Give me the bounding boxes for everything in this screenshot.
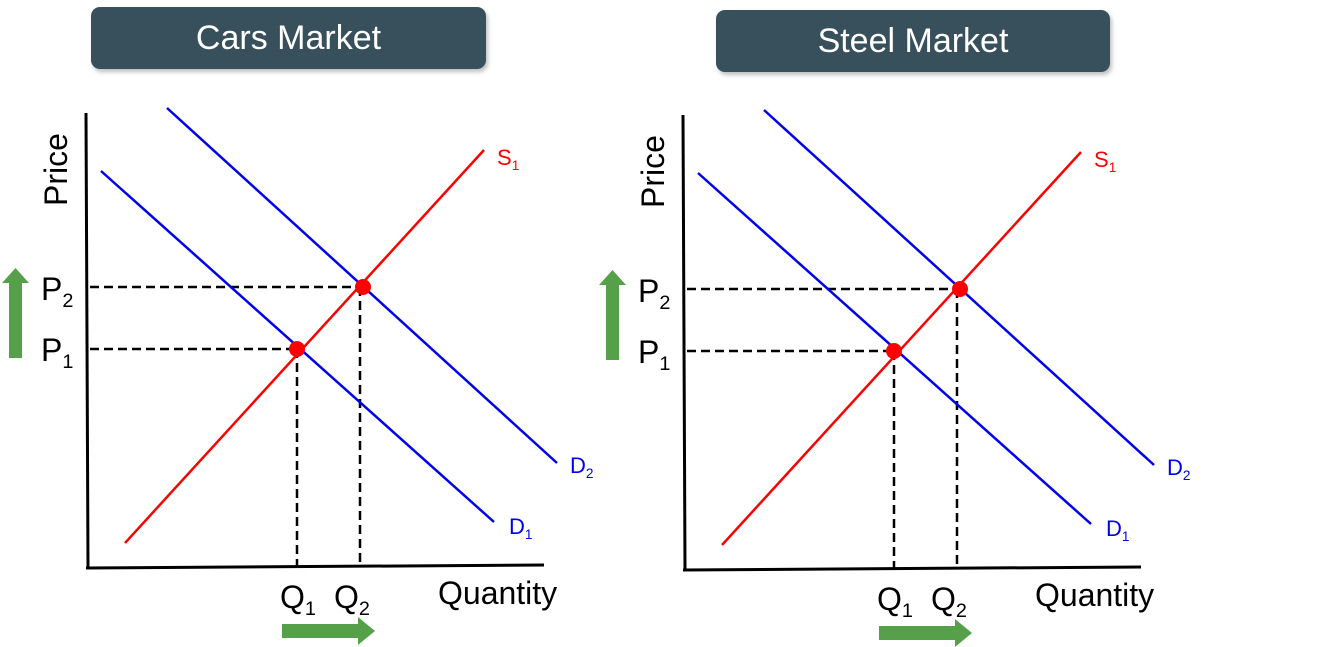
quantity-label-q2: Q2 (931, 581, 967, 622)
x-axis (85, 563, 545, 570)
panel-steel: S1 D2 D1 P2 P1 Q1 Q2 Quantity Price (599, 109, 1190, 647)
quantity-increase-arrow-icon (282, 617, 375, 645)
panel-cars: S1 D2 D1 P2 P1 Q1 Q2 Quantity Price (2, 107, 593, 645)
quantity-label-q1: Q1 (280, 579, 316, 620)
equilibrium-point-2 (355, 279, 371, 295)
quantity-label-q2: Q2 (334, 579, 370, 620)
cars-market-title: Cars Market (91, 7, 486, 69)
y-axis-label: Price (38, 133, 74, 206)
x-axis-label: Quantity (1035, 577, 1154, 613)
price-increase-arrow-icon (2, 268, 29, 358)
quantity-increase-arrow-icon (879, 619, 972, 647)
x-axis (682, 565, 1142, 572)
supply-label: S1 (497, 145, 519, 173)
price-increase-arrow-icon (599, 270, 626, 360)
demand-label-d1: D1 (509, 514, 532, 542)
price-label-p2: P2 (41, 271, 73, 312)
equilibrium-point-2 (952, 281, 968, 297)
quantity-label-q1: Q1 (877, 581, 913, 622)
demand-label-d1: D1 (1106, 516, 1129, 544)
steel-market-title: Steel Market (716, 10, 1110, 72)
price-label-p1: P1 (638, 334, 670, 375)
demand-label-d2: D2 (1167, 455, 1190, 483)
supply-label: S1 (1094, 147, 1116, 175)
price-label-p2: P2 (638, 273, 670, 314)
equilibrium-point-1 (886, 343, 902, 359)
y-axis-label: Price (635, 135, 671, 208)
x-axis-label: Quantity (438, 575, 557, 611)
price-label-p1: P1 (41, 332, 73, 373)
y-axis (681, 114, 687, 571)
equilibrium-point-1 (289, 341, 305, 357)
y-axis (84, 112, 90, 569)
demand-label-d2: D2 (570, 453, 593, 481)
